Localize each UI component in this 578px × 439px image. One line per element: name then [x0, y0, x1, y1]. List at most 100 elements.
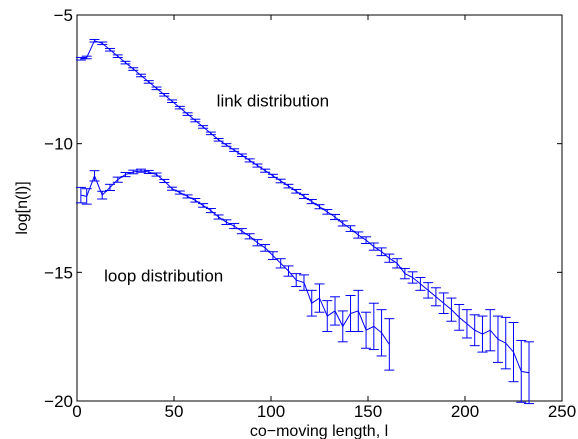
- error-bar: [136, 73, 147, 78]
- error-bar: [174, 190, 185, 195]
- error-bar: [306, 289, 317, 317]
- error-bar: [306, 199, 317, 205]
- error-bar: [205, 131, 216, 136]
- error-bar: [97, 41, 108, 46]
- error-bar: [151, 172, 162, 177]
- error-bar: [322, 300, 333, 333]
- error-bar: [151, 86, 162, 91]
- error-bar: [182, 112, 193, 116]
- y-tick-label: −20: [44, 392, 73, 411]
- series-0: [75, 38, 535, 405]
- error-bar: [81, 188, 92, 205]
- error-bar: [136, 168, 147, 173]
- error-bar: [330, 213, 341, 221]
- x-axis-label: co−moving length, l: [250, 423, 388, 439]
- error-bar: [477, 315, 488, 353]
- ticks-layer: 0 50 100 150 200 250 −20 −15 −10 −5: [44, 6, 576, 421]
- series-layer: [75, 38, 535, 405]
- error-bar: [159, 92, 170, 97]
- error-bar: [376, 309, 387, 357]
- error-bar: [244, 158, 255, 163]
- error-bar: [275, 258, 286, 269]
- error-bar: [314, 204, 325, 210]
- y-tick-label: −15: [44, 263, 73, 282]
- error-bar: [75, 186, 86, 204]
- error-bar: [252, 163, 263, 168]
- error-bar: [159, 178, 170, 184]
- error-bar: [454, 304, 465, 331]
- error-bar: [384, 318, 395, 371]
- error-bar: [423, 282, 434, 299]
- error-bar: [198, 125, 209, 129]
- error-bar: [275, 178, 286, 184]
- y-tick-label: −5: [54, 6, 73, 25]
- error-bar: [236, 153, 247, 158]
- error-bar: [283, 183, 294, 189]
- error-bar: [221, 143, 232, 147]
- error-bar: [75, 56, 86, 61]
- error-bar: [345, 225, 356, 232]
- error-bar: [167, 99, 178, 103]
- error-bar: [438, 292, 449, 315]
- error-bar: [244, 233, 255, 240]
- error-bar: [89, 170, 100, 182]
- error-bar: [198, 203, 209, 208]
- error-bar: [368, 302, 379, 351]
- error-bar: [407, 271, 418, 284]
- x-tick-label: 0: [72, 402, 81, 421]
- x-tick-label: 100: [257, 402, 285, 421]
- x-tick-label: 250: [548, 402, 576, 421]
- error-bar: [267, 173, 278, 178]
- error-bar: [392, 258, 403, 269]
- error-bar: [415, 276, 426, 291]
- error-bar: [291, 188, 302, 194]
- error-bar: [260, 168, 271, 173]
- x-tick-label: 50: [165, 402, 184, 421]
- error-bar: [368, 242, 379, 251]
- error-bar: [516, 340, 527, 403]
- annotation-loop-distribution: loop distribution: [104, 266, 223, 285]
- error-bar: [314, 283, 325, 313]
- error-bar: [120, 60, 131, 65]
- error-bar: [167, 186, 178, 191]
- error-bar: [399, 267, 410, 280]
- error-bar: [112, 54, 123, 58]
- error-bar: [508, 322, 519, 383]
- error-bar: [252, 239, 263, 247]
- error-bar: [485, 309, 496, 352]
- error-bar: [143, 80, 154, 84]
- error-bar: [353, 231, 364, 239]
- error-bar: [97, 190, 108, 200]
- error-bar: [205, 208, 216, 214]
- error-bar: [524, 341, 535, 405]
- error-bar: [291, 273, 302, 287]
- x-tick-label: 200: [451, 402, 479, 421]
- error-bar: [376, 247, 387, 257]
- error-bar: [267, 251, 278, 260]
- error-bar: [430, 287, 441, 307]
- error-bar: [353, 289, 364, 333]
- error-bar: [190, 197, 201, 203]
- error-bar: [81, 55, 92, 60]
- error-bar: [461, 309, 472, 339]
- x-tick-label: 150: [354, 402, 382, 421]
- error-bar: [213, 138, 224, 142]
- error-bar: [337, 310, 348, 343]
- error-bar: [221, 219, 232, 225]
- error-bar: [143, 169, 154, 175]
- error-bar: [182, 194, 193, 199]
- error-bar: [120, 171, 131, 178]
- error-bar: [190, 118, 201, 123]
- error-bar: [112, 176, 123, 183]
- series-1: [75, 168, 395, 371]
- error-bar: [104, 183, 115, 192]
- annotation-link-distribution: link distribution: [217, 91, 329, 110]
- error-bar: [104, 47, 115, 52]
- error-bar: [384, 253, 395, 263]
- error-bar: [174, 105, 185, 110]
- error-bar: [500, 316, 511, 370]
- error-bar: [229, 148, 240, 152]
- error-bar: [298, 193, 309, 199]
- error-bar: [128, 67, 139, 71]
- error-bar: [469, 314, 480, 347]
